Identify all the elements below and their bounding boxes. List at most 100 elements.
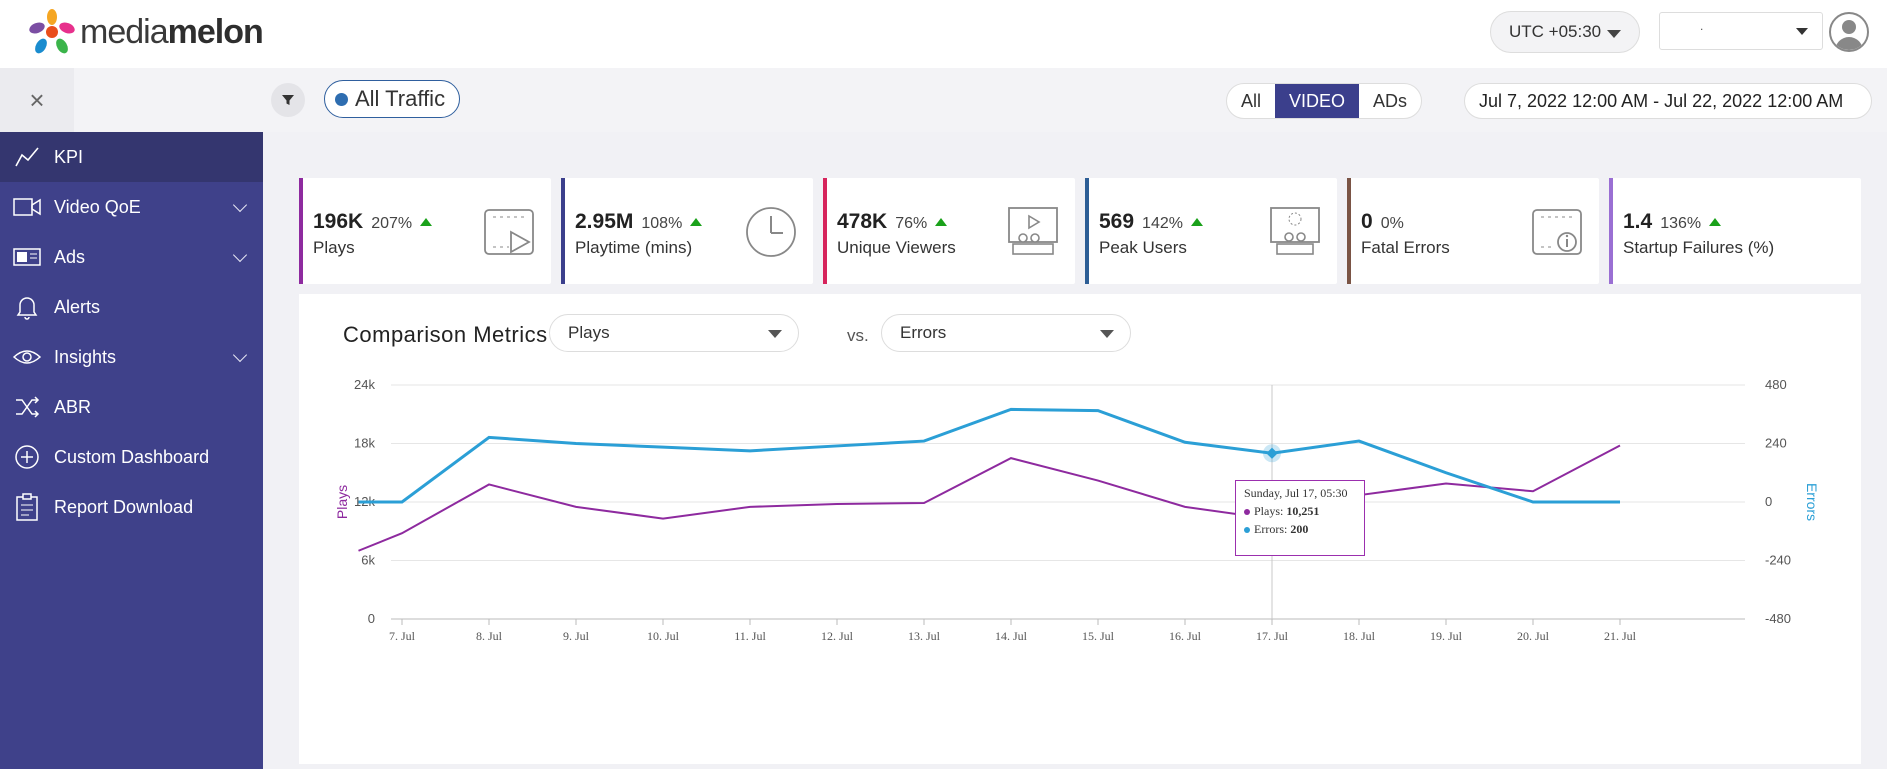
- kpi-value: 2.95M: [575, 210, 634, 233]
- close-icon: ×: [29, 84, 45, 115]
- kpi-label: Playtime (mins): [575, 238, 693, 257]
- x-tick-label: 20. Jul: [1517, 629, 1550, 643]
- main-content: 196K 207% Plays 2.95M 108% Playtime (mins)…: [263, 132, 1887, 769]
- x-tick-label: 13. Jul: [908, 629, 941, 643]
- sidebar-item-alerts[interactable]: Alerts: [0, 282, 263, 332]
- segment-ads-button[interactable]: ADs: [1373, 91, 1408, 111]
- sidebar-item-kpi[interactable]: KPI: [0, 132, 263, 182]
- metric-a-value: Plays: [568, 323, 610, 342]
- kpi-value: 1.4: [1623, 210, 1653, 233]
- series-line-errors: [358, 407, 1620, 504]
- sidebar-item-abr[interactable]: ABR: [0, 382, 263, 432]
- kpi-value: 0: [1361, 210, 1373, 233]
- comparison-title: Comparison Metrics: [343, 322, 548, 347]
- eye-icon: [12, 343, 42, 371]
- x-tick-label: 17. Jul: [1256, 629, 1289, 643]
- account-select[interactable]: .: [1659, 12, 1823, 50]
- metric-b-dropdown[interactable]: Errors: [881, 314, 1131, 352]
- tooltip-plays-label: Plays:: [1254, 504, 1284, 518]
- x-tick-label: 14. Jul: [995, 629, 1028, 643]
- bell-icon: [12, 293, 42, 321]
- sidebar-item-ads[interactable]: Ads: [0, 232, 263, 282]
- traffic-filter-pill[interactable]: All Traffic: [324, 80, 461, 118]
- play-screen-icon: [484, 209, 534, 255]
- user-avatar-icon[interactable]: [1829, 12, 1869, 52]
- sidebar: KPI Video QoE Ads Alerts Insights ABR Cu…: [0, 132, 263, 769]
- sidebar-item-video-qoe[interactable]: Video QoE: [0, 182, 263, 232]
- tooltip-date: Sunday, Jul 17, 05:30: [1244, 486, 1348, 500]
- clipboard-icon: [12, 493, 42, 521]
- close-button[interactable]: ×: [0, 68, 74, 132]
- sidebar-item-report-download[interactable]: Report Download: [0, 482, 263, 532]
- kpi-card-fatal-errors[interactable]: 0 0% Fatal Errors: [1347, 178, 1599, 284]
- sidebar-item-label: Insights: [54, 346, 117, 367]
- x-tick-label: 18. Jul: [1343, 629, 1376, 643]
- sidebar-item-label: Custom Dashboard: [54, 446, 210, 467]
- chevron-down-icon[interactable]: [232, 197, 248, 213]
- errors-dot-icon: [1244, 526, 1250, 533]
- kpi-percent: 108%: [641, 215, 683, 232]
- left-tick-label: 24k: [354, 377, 375, 392]
- trend-up-icon: [1190, 218, 1203, 226]
- chevron-down-icon[interactable]: [232, 347, 248, 363]
- plays-dot-icon: [1244, 508, 1250, 515]
- video-camera-icon: [12, 193, 42, 221]
- x-tick-label: 10. Jul: [647, 629, 680, 643]
- funnel-icon: [282, 95, 294, 105]
- mediamelon-logo[interactable]: mediamelon: [28, 8, 264, 56]
- comparison-chart-card: Comparison Metrics Plays vs. Errors 0 6k 1…: [299, 294, 1861, 764]
- logo-mark-icon: [29, 9, 75, 54]
- right-axis-label: Errors: [1804, 483, 1820, 521]
- kpi-label: Unique Viewers: [837, 238, 956, 257]
- account-value: .: [1700, 19, 1704, 33]
- x-tick-label: 16. Jul: [1169, 629, 1202, 643]
- kpi-card-startup-failures[interactable]: 1.4 136% Startup Failures (%): [1609, 178, 1861, 284]
- kpi-label: Peak Users: [1099, 238, 1187, 257]
- content-type-toggle: All VIDEO ADs: [1226, 83, 1423, 119]
- sidebar-item-label: Report Download: [54, 496, 194, 517]
- left-tick-label: 6k: [361, 553, 375, 568]
- kpi-percent: 76%: [895, 215, 928, 232]
- sidebar-item-custom-dashboard[interactable]: Custom Dashboard: [0, 432, 263, 482]
- kpi-percent: 136%: [1660, 215, 1702, 232]
- x-tick-label: 11. Jul: [734, 629, 766, 643]
- kpi-card-unique-viewers[interactable]: 478K 76% Unique Viewers: [823, 178, 1075, 284]
- date-range-picker[interactable]: Jul 7, 2022 12:00 AM - Jul 22, 2022 12:0…: [1464, 83, 1872, 119]
- kpi-card-plays[interactable]: 196K 207% Plays: [299, 178, 551, 284]
- caret-down-icon: [1100, 330, 1114, 338]
- right-tick-label: -240: [1765, 553, 1791, 568]
- kpi-card-peak-users[interactable]: 569 142% Peak Users: [1085, 178, 1337, 284]
- sidebar-item-label: Ads: [54, 246, 86, 267]
- kpi-value: 478K: [837, 210, 888, 233]
- chevron-down-icon[interactable]: [232, 247, 248, 263]
- segment-all-button[interactable]: All: [1241, 91, 1262, 111]
- filter-button[interactable]: [271, 83, 305, 117]
- top-bar: mediamelon UTC +05:30 .: [0, 0, 1887, 68]
- caret-down-icon: [1607, 30, 1621, 38]
- kpi-label: Plays: [313, 238, 355, 257]
- peak-users-icon: [1270, 207, 1320, 255]
- plus-circle-icon: [12, 443, 42, 471]
- kpi-card-playtime[interactable]: 2.95M 108% Playtime (mins): [561, 178, 813, 284]
- timezone-value: UTC +05:30: [1509, 22, 1602, 41]
- caret-down-icon: [768, 330, 782, 338]
- filter-bar: × All Traffic All VIDEO ADs Jul 7, 2022 …: [0, 68, 1887, 132]
- ads-icon: [12, 243, 42, 271]
- x-tick-label: 9. Jul: [563, 629, 590, 643]
- clock-icon: [746, 207, 796, 257]
- left-axis-label: Plays: [334, 485, 350, 519]
- kpi-percent: 0%: [1380, 215, 1404, 232]
- left-tick-label: 0: [368, 611, 375, 626]
- sidebar-item-label: Video QoE: [54, 196, 141, 217]
- sidebar-item-insights[interactable]: Insights: [0, 332, 263, 382]
- tooltip-errors-label: Errors:: [1254, 522, 1288, 536]
- kpi-percent: 207%: [371, 215, 413, 232]
- metric-b-value: Errors: [900, 323, 947, 342]
- metric-a-dropdown[interactable]: Plays: [549, 314, 799, 352]
- right-tick-label: 240: [1765, 436, 1787, 451]
- segment-video-button[interactable]: VIDEO: [1275, 84, 1360, 118]
- viewers-icon: [1008, 207, 1058, 255]
- highlight-point-errors: [1266, 447, 1278, 459]
- timezone-select[interactable]: UTC +05:30: [1490, 11, 1640, 53]
